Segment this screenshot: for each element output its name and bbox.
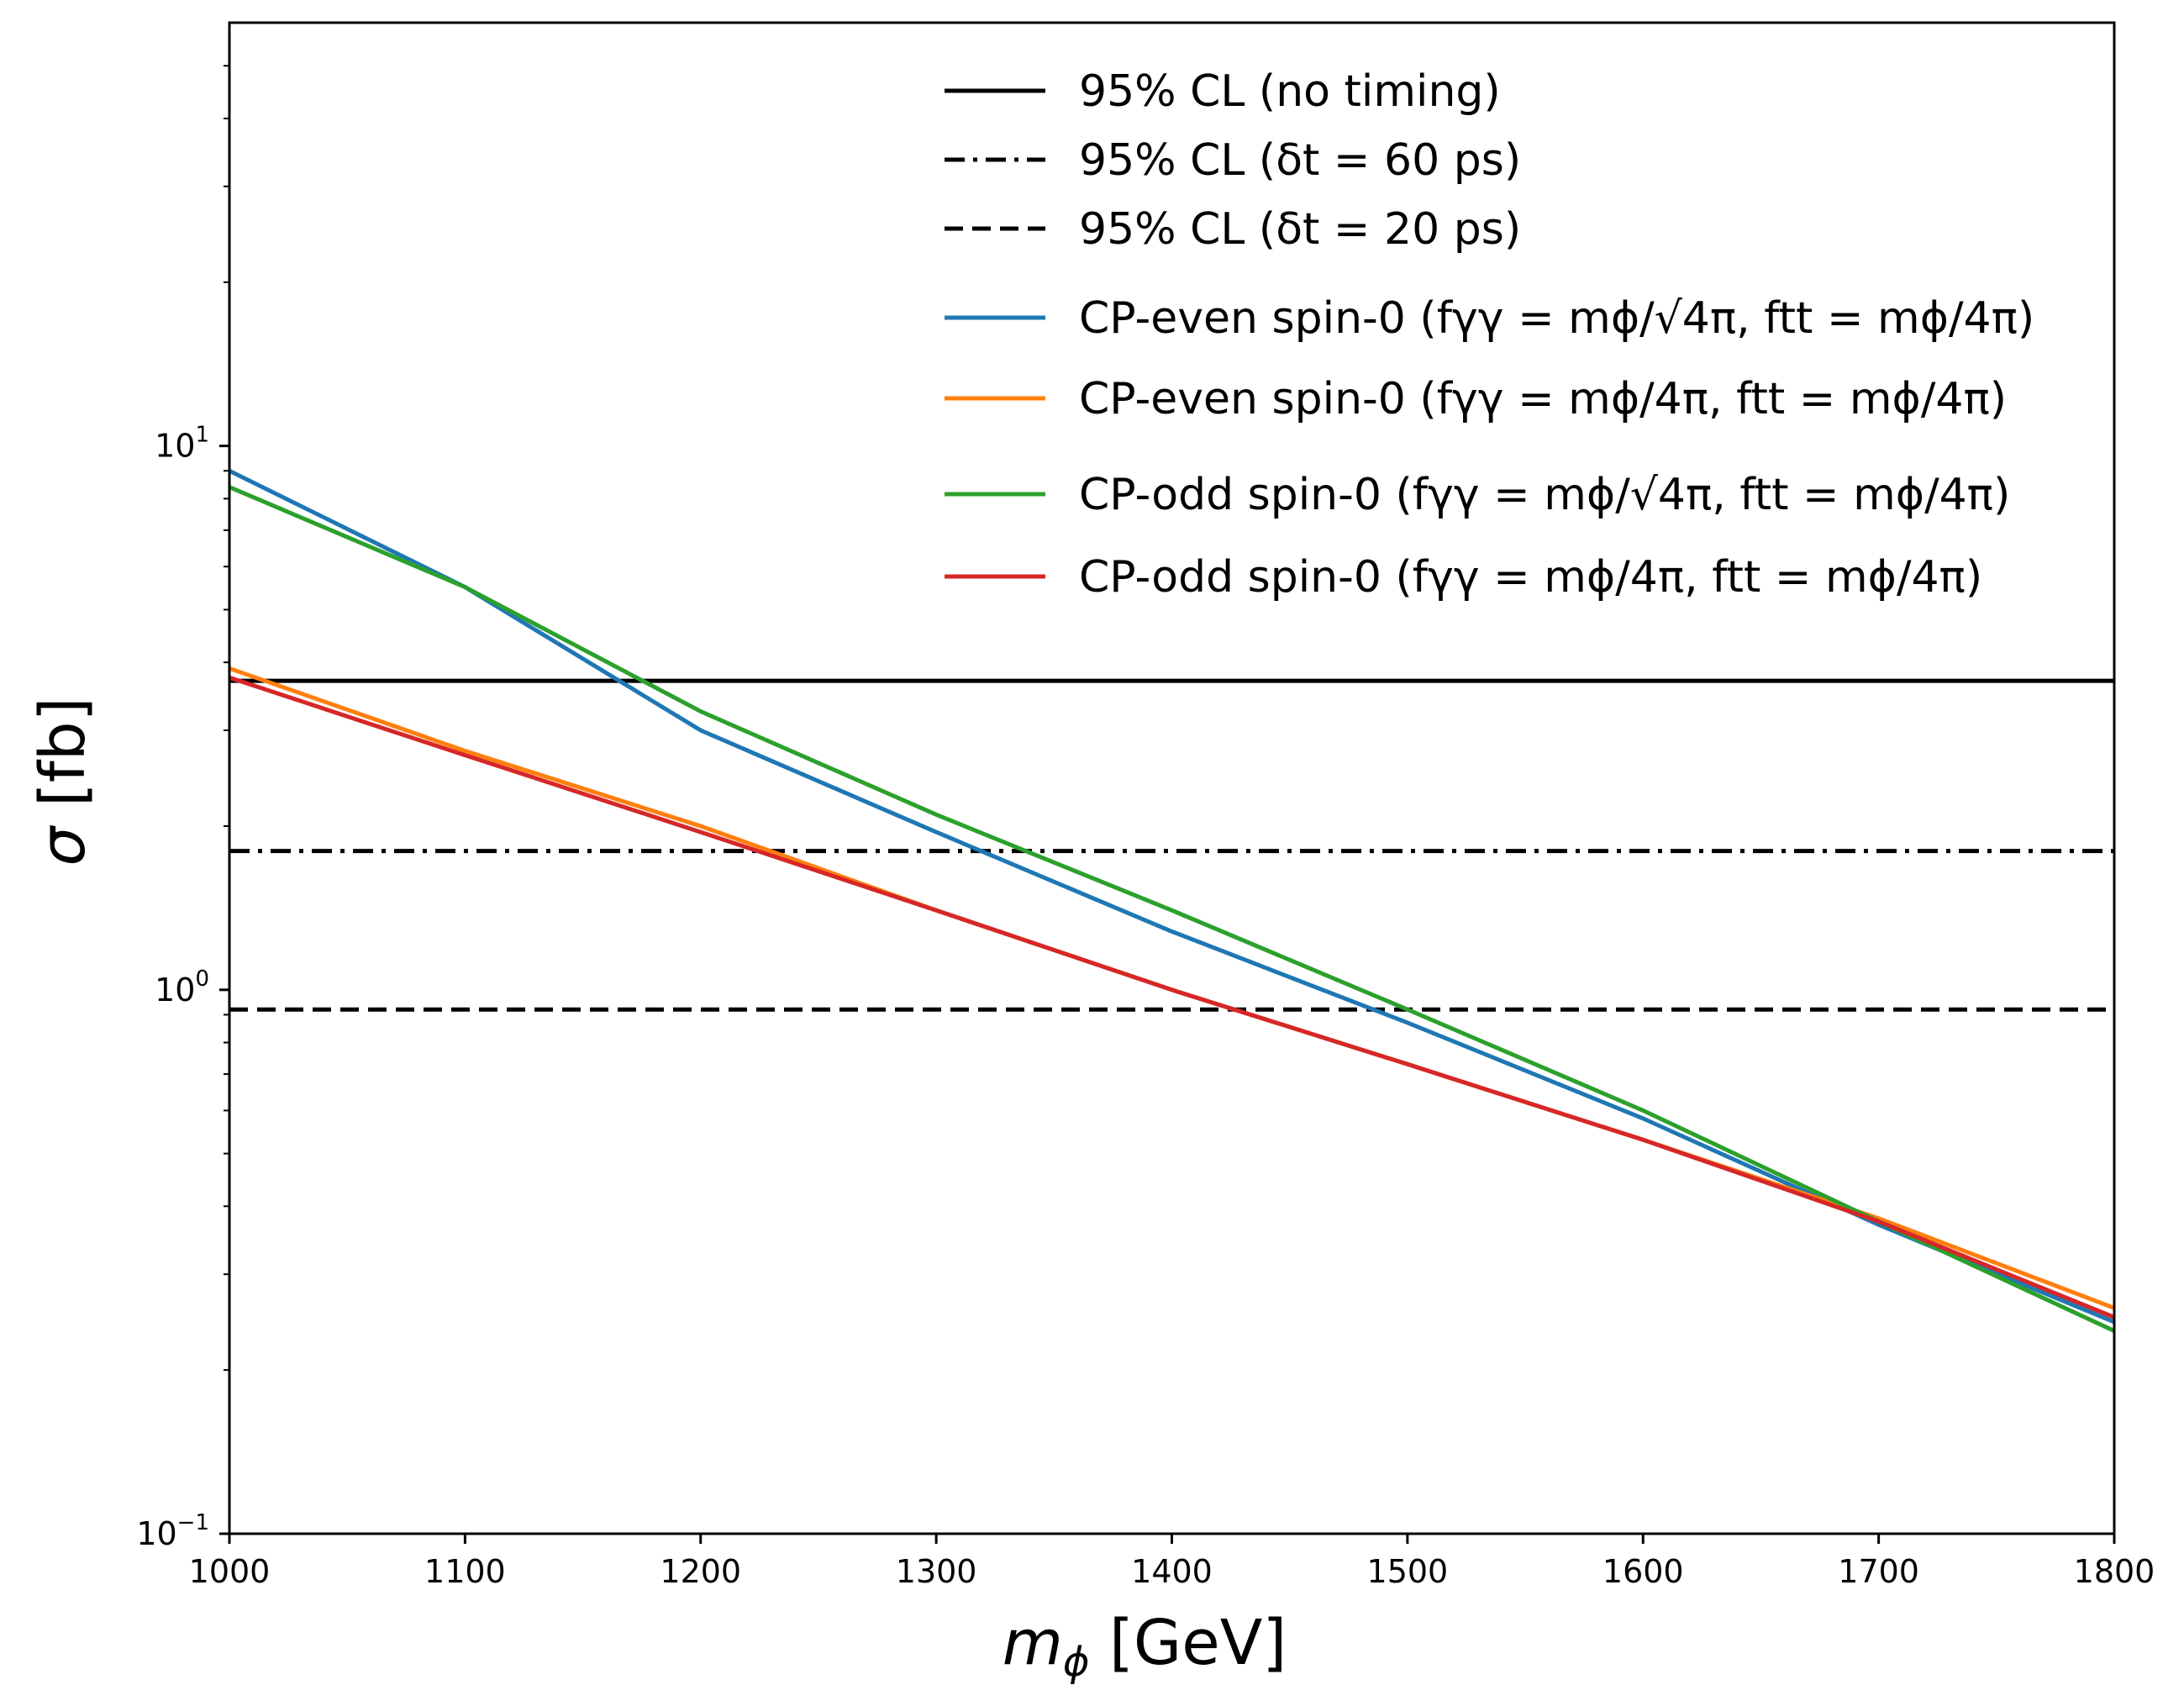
y-tick-exp: −1 bbox=[177, 1510, 209, 1535]
legend-label: 95% CL (no timing) bbox=[1079, 66, 1501, 117]
y-tick-label: 100 bbox=[155, 966, 209, 1008]
x-axis-space bbox=[1090, 1607, 1110, 1679]
legend-label: 95% CL (δt = 20 ps) bbox=[1079, 204, 1521, 255]
x-axis-var: m bbox=[1003, 1607, 1063, 1679]
y-tick-base: 10 bbox=[155, 971, 195, 1008]
plot-series bbox=[228, 468, 2116, 1333]
series-line-4 bbox=[228, 468, 2115, 1324]
y-axis-unit: [fb] bbox=[27, 697, 99, 807]
y-axis-space bbox=[27, 807, 99, 827]
legend: 95% CL (no timing) 95% CL (δt = 60 ps) 95%… bbox=[945, 66, 2034, 603]
y-tick-base: 10 bbox=[136, 1515, 176, 1552]
x-tick-label: 1300 bbox=[896, 1553, 977, 1590]
x-axis-title: mϕ [GeV] bbox=[1003, 1607, 1287, 1686]
series-line-7 bbox=[229, 675, 2115, 1319]
x-tick-label: 1200 bbox=[660, 1553, 741, 1590]
x-axis-unit: [GeV] bbox=[1109, 1607, 1287, 1679]
y-axis-title: σ [fb] bbox=[27, 697, 99, 866]
series-line-6 bbox=[229, 485, 2116, 1333]
axis-tick-labels: 1000 1100 1200 1300 1400 1500 1600 1700 18001011… bbox=[136, 423, 2155, 1590]
x-tick-label: 1600 bbox=[1602, 1553, 1684, 1590]
x-tick-label: 1800 bbox=[2074, 1553, 2155, 1590]
x-tick-label: 1000 bbox=[189, 1553, 271, 1590]
y-tick-label: 101 bbox=[155, 423, 209, 465]
y-axis-var: σ bbox=[27, 825, 99, 866]
legend-label: CP-even spin-0 (fγγ = mϕ/√4π, ftt = mϕ/4… bbox=[1079, 293, 2034, 344]
x-tick-label: 1500 bbox=[1367, 1553, 1449, 1590]
x-tick-label: 1400 bbox=[1131, 1553, 1213, 1590]
legend-label: CP-odd spin-0 (fγγ = mϕ/√4π, ftt = mϕ/4π… bbox=[1079, 470, 2010, 520]
x-tick-label: 1700 bbox=[1838, 1553, 1919, 1590]
y-tick-exp: 1 bbox=[195, 423, 209, 448]
legend-label: CP-even spin-0 (fγγ = mϕ/4π, ftt = mϕ/4π… bbox=[1079, 374, 2007, 424]
x-axis-sub: ϕ bbox=[1063, 1639, 1090, 1686]
plot-frame bbox=[228, 21, 2116, 1535]
y-tick-label: 10−1 bbox=[136, 1510, 209, 1552]
x-tick-label: 1100 bbox=[424, 1553, 506, 1590]
legend-label: 95% CL (δt = 60 ps) bbox=[1079, 135, 1521, 186]
legend-label: CP-odd spin-0 (fγγ = mϕ/4π, ftt = mϕ/4π) bbox=[1079, 552, 1982, 603]
y-tick-exp: 0 bbox=[195, 966, 209, 992]
y-tick-base: 10 bbox=[155, 428, 195, 465]
